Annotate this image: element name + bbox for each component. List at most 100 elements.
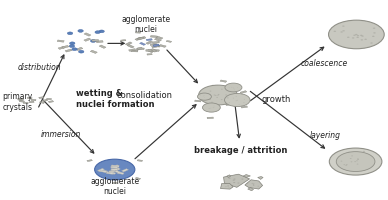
Circle shape [225, 94, 227, 95]
Circle shape [228, 185, 229, 186]
Circle shape [359, 162, 362, 163]
Bar [125, 42, 132, 45]
Bar [136, 47, 143, 50]
Circle shape [352, 37, 354, 39]
Bar [152, 49, 159, 51]
Circle shape [353, 35, 356, 36]
Circle shape [357, 158, 359, 159]
Bar [166, 40, 171, 42]
Bar [137, 48, 144, 50]
Circle shape [348, 159, 350, 160]
Bar [96, 41, 103, 43]
Circle shape [211, 102, 213, 103]
Circle shape [69, 45, 74, 48]
Circle shape [208, 108, 209, 109]
Bar [212, 85, 218, 87]
Bar [127, 45, 134, 48]
Bar [112, 182, 117, 184]
Circle shape [233, 87, 234, 88]
Bar [137, 37, 144, 40]
Circle shape [347, 37, 350, 38]
Circle shape [234, 178, 236, 180]
Circle shape [346, 164, 348, 165]
Circle shape [355, 34, 358, 35]
Circle shape [354, 161, 356, 162]
Bar [111, 165, 118, 168]
Bar [48, 101, 54, 103]
Text: breakage / attrition: breakage / attrition [194, 146, 287, 155]
Bar [111, 166, 118, 168]
Bar [220, 80, 227, 82]
Circle shape [258, 186, 259, 187]
Circle shape [357, 35, 359, 36]
Circle shape [216, 97, 218, 98]
Bar [58, 46, 65, 49]
Circle shape [365, 158, 368, 159]
Bar [40, 101, 45, 103]
Bar [17, 98, 23, 100]
Circle shape [351, 155, 353, 156]
Polygon shape [258, 177, 263, 179]
Bar [139, 37, 146, 39]
Circle shape [227, 97, 229, 98]
Circle shape [253, 185, 255, 186]
Circle shape [226, 186, 227, 187]
Bar [146, 50, 152, 51]
Circle shape [348, 152, 350, 153]
Bar [114, 170, 121, 174]
Circle shape [72, 48, 77, 51]
Bar [76, 47, 83, 51]
Circle shape [225, 83, 242, 92]
Circle shape [373, 32, 376, 34]
Circle shape [239, 104, 240, 105]
Polygon shape [220, 183, 233, 189]
Text: coalescence: coalescence [300, 59, 348, 68]
Circle shape [341, 161, 342, 162]
Circle shape [342, 25, 345, 27]
Bar [131, 50, 138, 52]
Bar [153, 44, 159, 46]
Bar [19, 99, 24, 101]
Circle shape [364, 39, 367, 40]
Bar [150, 44, 157, 46]
Polygon shape [227, 175, 230, 177]
Bar [106, 172, 113, 174]
Circle shape [253, 183, 255, 184]
Circle shape [342, 162, 345, 163]
Circle shape [253, 184, 254, 185]
Circle shape [99, 30, 104, 33]
Bar [137, 160, 143, 161]
Circle shape [68, 32, 73, 35]
Polygon shape [248, 188, 253, 191]
Circle shape [343, 164, 345, 165]
Bar [153, 44, 159, 47]
Text: growth: growth [262, 95, 291, 104]
Bar [97, 168, 104, 172]
Circle shape [356, 160, 358, 161]
Circle shape [361, 35, 364, 37]
Bar [195, 100, 201, 102]
Bar [113, 165, 119, 167]
Text: layering: layering [310, 131, 341, 140]
Bar [135, 32, 140, 33]
Bar [140, 42, 146, 45]
Circle shape [232, 180, 235, 181]
Circle shape [233, 182, 235, 183]
Circle shape [373, 28, 375, 29]
Text: immersion: immersion [40, 130, 81, 139]
Circle shape [370, 42, 373, 44]
Bar [151, 49, 157, 52]
Bar [109, 170, 116, 173]
Polygon shape [243, 175, 250, 177]
Circle shape [351, 161, 352, 162]
Circle shape [372, 36, 374, 37]
Circle shape [221, 89, 223, 90]
Circle shape [247, 183, 248, 184]
Circle shape [350, 158, 352, 159]
Circle shape [357, 159, 359, 160]
Bar [111, 169, 118, 170]
Circle shape [360, 35, 362, 36]
Bar [111, 169, 118, 171]
Circle shape [204, 95, 205, 96]
Bar [101, 170, 108, 173]
